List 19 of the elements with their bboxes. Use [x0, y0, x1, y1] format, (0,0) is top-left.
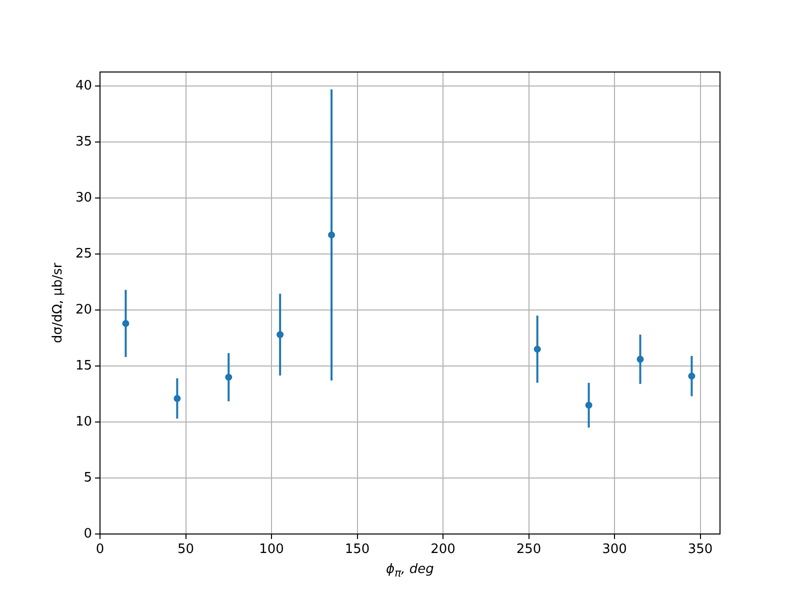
x-axis-title: ϕ$_{π}$, deg: [385, 562, 435, 580]
y-tick-label: 40: [75, 78, 92, 94]
x-tick-label: 100: [259, 542, 284, 558]
y-tick-label: 30: [75, 190, 92, 206]
y-tick-label: 25: [75, 246, 92, 262]
x-tick-label: 50: [177, 542, 194, 558]
y-tick-label: 35: [75, 134, 92, 150]
x-tick-label: 0: [96, 542, 104, 558]
y-tick-label: 15: [75, 358, 92, 374]
x-tick-label: 200: [430, 542, 456, 558]
x-tick-label: 150: [344, 542, 370, 558]
y-tick-label: 0: [84, 526, 92, 542]
x-tick-label: 300: [602, 542, 627, 558]
y-axis-title: dσ/dΩ, μb/sr: [50, 262, 66, 344]
x-tick-label: 250: [516, 542, 542, 558]
y-tick-label: 10: [75, 414, 92, 430]
x-tick-label: 350: [688, 542, 713, 558]
y-tick-label: 20: [75, 302, 92, 318]
y-tick-label: 5: [84, 470, 92, 486]
